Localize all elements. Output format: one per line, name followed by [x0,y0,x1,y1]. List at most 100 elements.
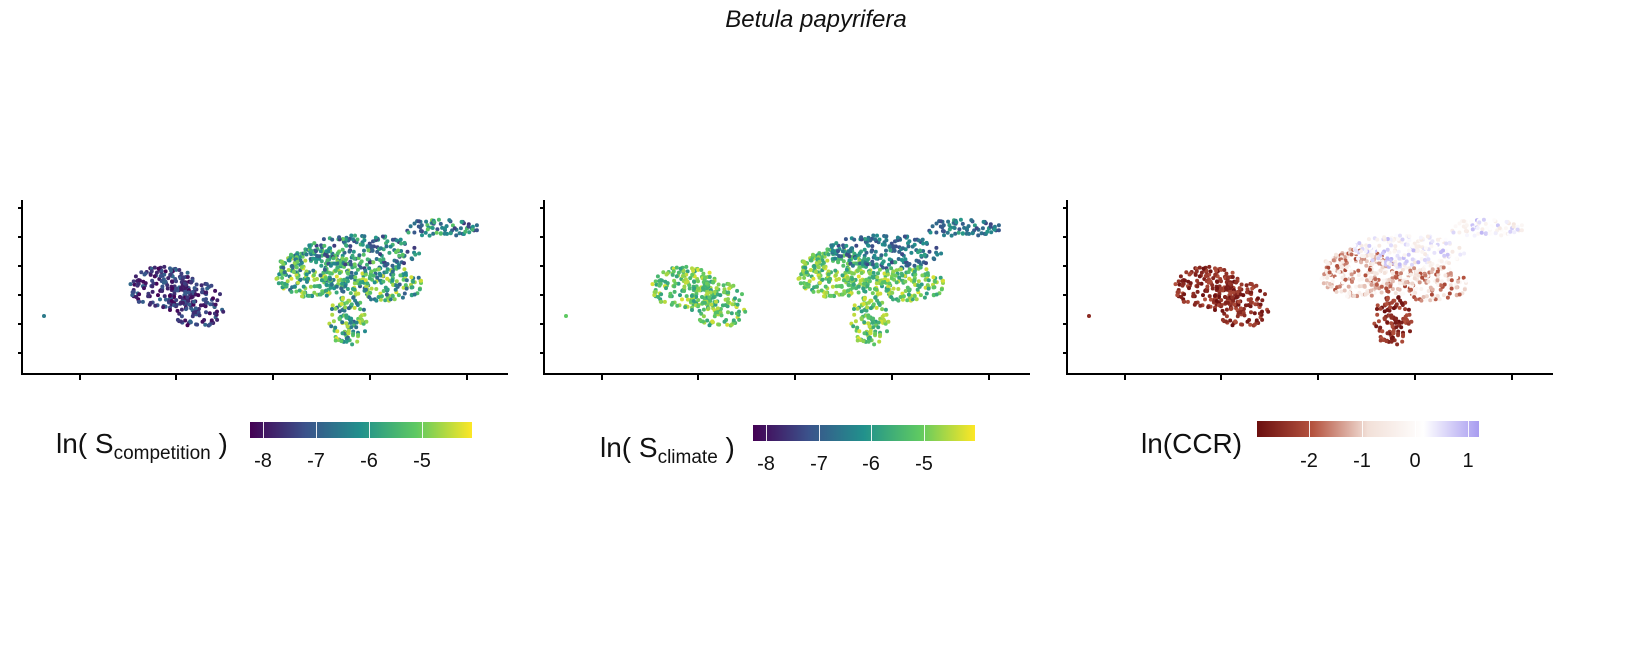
map-point [979,231,984,236]
map-point [409,275,414,280]
map-point [340,281,344,286]
map-point [1445,295,1450,300]
map-point [885,329,889,334]
map-point [857,251,862,256]
map-point [1245,290,1249,295]
map-point [1399,320,1404,325]
map-point [1397,256,1402,261]
map-point [402,291,407,296]
map-point [1398,275,1403,280]
map-point [286,268,291,272]
axis-line [21,200,508,375]
map-point [921,241,926,246]
map-point [874,256,879,261]
map-point [130,293,135,298]
map-point [374,287,379,291]
map-point [713,302,718,307]
map-point [1331,258,1336,263]
map-point [1397,262,1402,267]
map-point [801,260,806,265]
map-point [895,235,900,240]
map-point [820,277,825,282]
map-point [564,314,568,318]
map-point [1394,316,1399,321]
map-point [1415,248,1420,253]
map-point [873,249,878,254]
map-point [364,319,369,324]
map-point [1457,221,1462,226]
map-point [941,223,946,228]
map-point [177,268,182,272]
map-point [1409,284,1414,289]
map-point [847,258,852,263]
map-point [691,268,696,273]
map-point [383,263,388,268]
map-point [705,291,710,296]
map-point [355,339,360,344]
map-point [873,331,878,336]
map-point [373,235,378,240]
map-point [1389,313,1394,318]
map-point [379,294,384,299]
map-point [938,224,943,229]
map-point [1260,309,1264,314]
map-point [296,280,300,285]
map-point [1379,284,1384,289]
map-point [726,310,730,315]
map-point [142,286,146,291]
map-point [1508,229,1513,234]
map-point [704,281,709,286]
map-point [853,319,858,324]
map-point [870,244,875,249]
map-point [1219,279,1223,284]
map-point [179,271,184,276]
map-point [876,271,880,276]
map-point [1389,336,1394,341]
map-point [1326,265,1331,270]
map-point [831,248,836,253]
map-point [1344,265,1349,270]
map-point [1373,263,1378,268]
map-point [1437,297,1442,302]
map-point [339,302,344,306]
map-point [826,252,831,257]
map-point [1240,322,1245,327]
map-point [308,284,313,289]
map-point [178,295,183,300]
map-point [333,268,338,273]
map-point [1375,237,1380,242]
map-point [740,292,744,297]
map-point [1422,258,1427,262]
map-point [1334,289,1339,294]
map-point [1236,302,1241,307]
map-point [360,318,365,323]
map-point [289,276,294,281]
map-point [705,318,710,323]
map-point [1215,286,1220,291]
map-point [703,275,708,280]
map-point [914,297,919,302]
map-point [857,329,862,334]
map-point [352,281,357,286]
map-point [1421,267,1426,272]
map-point [156,266,161,271]
map-point [1219,267,1224,272]
map-point [154,270,159,275]
map-point [186,299,191,303]
map-point [1430,276,1435,281]
map-point [330,307,334,311]
map-point [710,319,715,324]
map-point [933,279,938,284]
map-point [394,250,398,255]
map-point [1390,279,1395,284]
map-point [862,320,867,325]
map-point [733,296,737,301]
map-point [974,226,979,231]
map-point [818,280,822,285]
map-point [737,298,742,303]
map-point [981,219,986,224]
map-point [707,270,712,275]
map-point [709,302,714,307]
map-point [1396,249,1401,254]
map-point [180,300,185,305]
